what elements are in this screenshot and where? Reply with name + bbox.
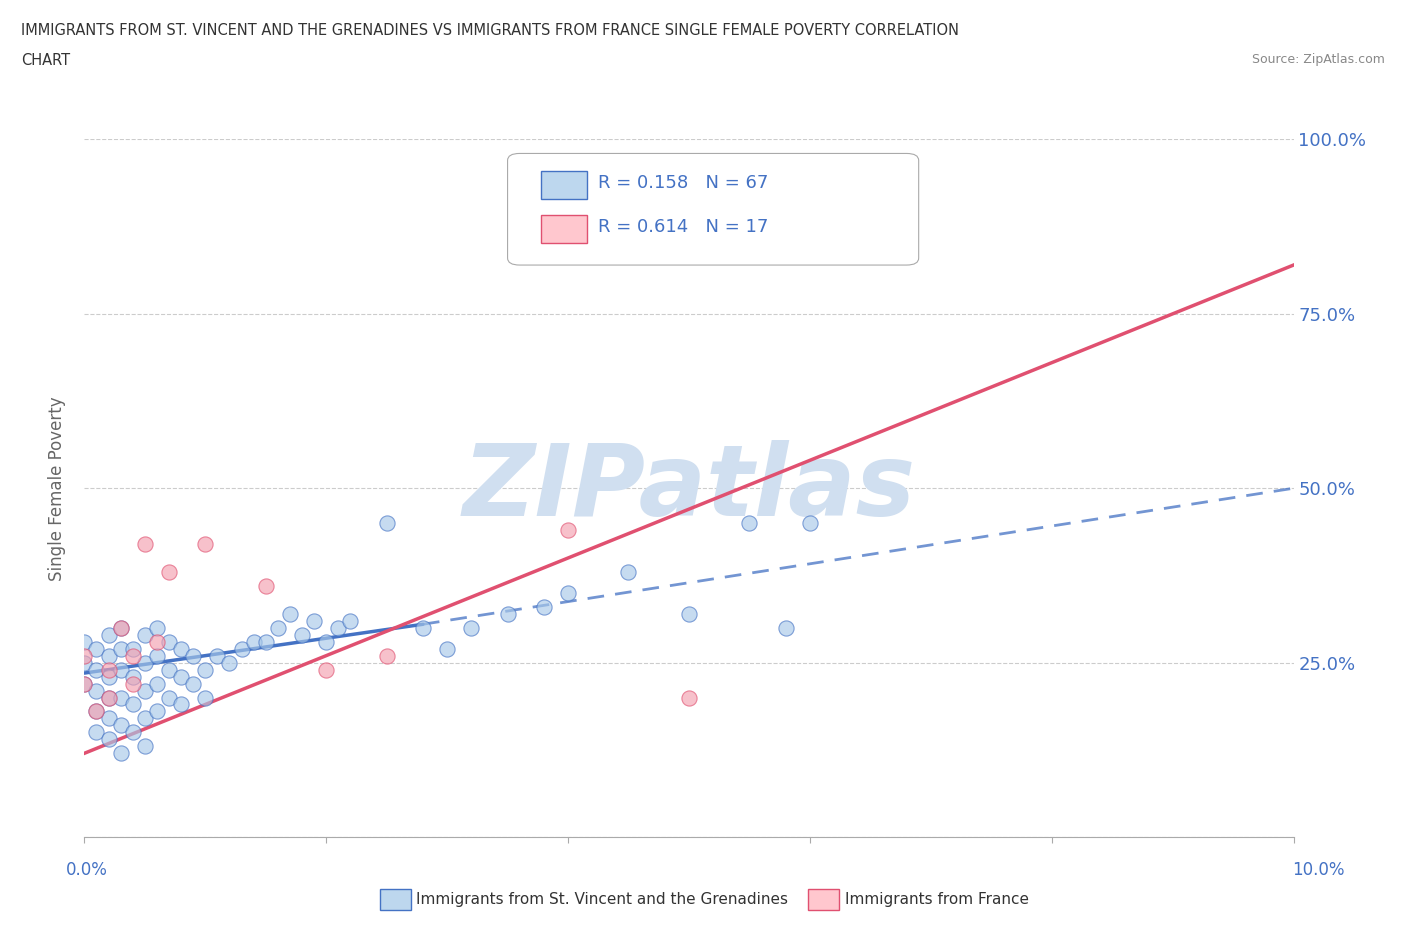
Point	[157, 662, 180, 677]
Point	[242, 634, 264, 649]
Point	[254, 634, 277, 649]
Point	[73, 634, 96, 649]
Point	[134, 537, 156, 551]
Point	[86, 642, 108, 657]
Point	[557, 586, 579, 601]
Point	[121, 676, 143, 691]
Point	[328, 620, 350, 635]
Point	[110, 620, 132, 635]
Point	[86, 704, 108, 719]
Point	[73, 656, 96, 671]
Point	[291, 628, 314, 643]
Point	[339, 614, 361, 629]
FancyBboxPatch shape	[541, 215, 588, 243]
Text: IMMIGRANTS FROM ST. VINCENT AND THE GRENADINES VS IMMIGRANTS FROM FRANCE SINGLE : IMMIGRANTS FROM ST. VINCENT AND THE GREN…	[21, 23, 959, 38]
Point	[678, 606, 700, 621]
Point	[121, 642, 143, 657]
Point	[146, 704, 169, 719]
Point	[86, 662, 108, 677]
Text: Immigrants from France: Immigrants from France	[845, 892, 1029, 907]
Point	[86, 704, 108, 719]
Point	[231, 642, 253, 657]
Point	[110, 690, 132, 705]
Point	[315, 662, 337, 677]
Point	[412, 620, 434, 635]
Point	[134, 711, 156, 725]
Point	[146, 634, 169, 649]
Point	[121, 648, 143, 663]
Point	[97, 711, 120, 725]
Point	[134, 738, 156, 753]
Point	[799, 515, 821, 530]
Point	[315, 634, 337, 649]
Point	[73, 676, 96, 691]
Point	[375, 515, 398, 530]
Point	[775, 620, 797, 635]
Point	[436, 642, 458, 657]
Point	[121, 725, 143, 740]
Point	[110, 746, 132, 761]
Y-axis label: Single Female Poverty: Single Female Poverty	[48, 396, 66, 580]
Point	[170, 698, 193, 712]
Point	[110, 620, 132, 635]
Point	[254, 578, 277, 593]
Point	[97, 690, 120, 705]
Text: 0.0%: 0.0%	[66, 860, 108, 879]
Point	[134, 656, 156, 671]
Point	[86, 725, 108, 740]
Point	[86, 683, 108, 698]
Point	[170, 642, 193, 657]
Point	[134, 628, 156, 643]
Point	[460, 620, 482, 635]
Point	[678, 690, 700, 705]
Point	[617, 565, 640, 579]
Point	[110, 718, 132, 733]
Point	[73, 648, 96, 663]
Point	[146, 648, 169, 663]
Text: CHART: CHART	[21, 53, 70, 68]
Point	[146, 620, 169, 635]
Point	[97, 690, 120, 705]
Point	[97, 628, 120, 643]
Point	[146, 676, 169, 691]
Point	[533, 600, 555, 615]
Point	[157, 634, 180, 649]
Point	[194, 690, 217, 705]
Point	[557, 523, 579, 538]
Point	[97, 648, 120, 663]
Point	[738, 515, 761, 530]
Text: 10.0%: 10.0%	[1292, 860, 1346, 879]
Point	[97, 732, 120, 747]
FancyBboxPatch shape	[508, 153, 918, 265]
Point	[194, 537, 217, 551]
Point	[157, 690, 180, 705]
Point	[121, 670, 143, 684]
Point	[194, 662, 217, 677]
Text: ZIPatlas: ZIPatlas	[463, 440, 915, 537]
Text: Source: ZipAtlas.com: Source: ZipAtlas.com	[1251, 53, 1385, 66]
Point	[97, 670, 120, 684]
Point	[375, 648, 398, 663]
Point	[170, 670, 193, 684]
Point	[134, 683, 156, 698]
Point	[181, 648, 204, 663]
Point	[157, 565, 180, 579]
Point	[278, 606, 301, 621]
Point	[110, 662, 132, 677]
Point	[181, 676, 204, 691]
Point	[267, 620, 290, 635]
Point	[121, 698, 143, 712]
FancyBboxPatch shape	[541, 171, 588, 199]
Point	[110, 642, 132, 657]
Point	[207, 648, 229, 663]
Point	[218, 656, 240, 671]
Point	[496, 606, 519, 621]
Text: R = 0.158   N = 67: R = 0.158 N = 67	[599, 174, 769, 192]
Text: R = 0.614   N = 17: R = 0.614 N = 17	[599, 218, 769, 235]
Point	[73, 676, 96, 691]
Text: Immigrants from St. Vincent and the Grenadines: Immigrants from St. Vincent and the Gren…	[416, 892, 789, 907]
Point	[97, 662, 120, 677]
Point	[302, 614, 325, 629]
